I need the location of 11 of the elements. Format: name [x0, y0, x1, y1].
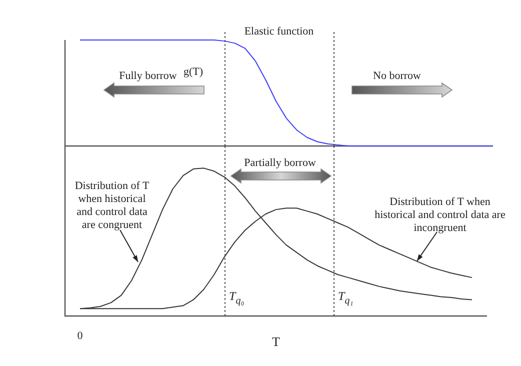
annotation: Partially borrow [243, 157, 317, 170]
x-axis-title: T [272, 334, 280, 349]
annotation: T$_{q₀}$ [229, 289, 246, 308]
chart-title: Elastic function [244, 25, 314, 38]
y-axis-title: g(T) [183, 66, 204, 78]
annotation: Distribution of T when historical and control data are congruent [74, 180, 150, 232]
annotation: T$_{q₁}$ [338, 289, 354, 308]
annotation: No borrow [372, 70, 422, 83]
text: 0 [76, 330, 84, 343]
annotation: Distribution of T when historical and control data are incongruent [374, 196, 506, 235]
annotation: Fully borrow [119, 70, 177, 82]
